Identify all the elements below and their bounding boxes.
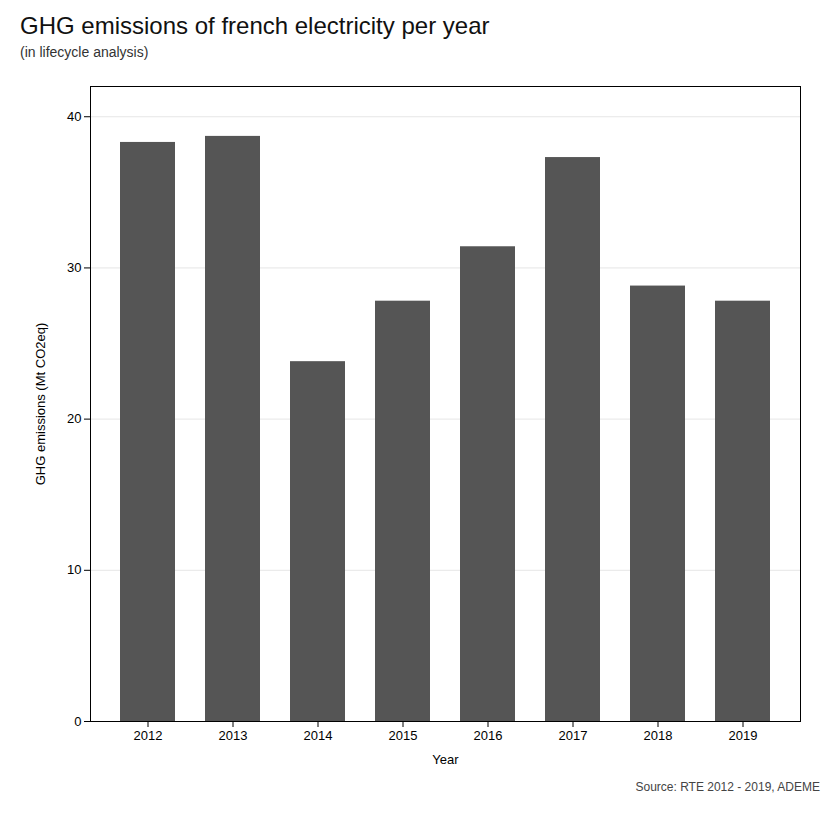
svg-text:40: 40 [67, 109, 81, 124]
svg-text:2016: 2016 [474, 728, 503, 743]
svg-text:10: 10 [67, 562, 81, 577]
html-text:GHG emissions of french electr: GHG emissions of french electricity per … [20, 12, 490, 39]
html-text:(in lifecycle analysis): (in lifecycle analysis) [20, 44, 149, 60]
svg-text:0: 0 [74, 714, 81, 729]
svg-text:2017: 2017 [559, 728, 588, 743]
html-text:Source: RTE 2012 - 2019, ADEME: Source: RTE 2012 - 2019, ADEME [635, 780, 820, 794]
svg-text:30: 30 [67, 260, 81, 275]
svg-text:2018: 2018 [644, 728, 673, 743]
svg-text:2014: 2014 [304, 728, 333, 743]
svg-text:GHG emissions (Mt CO2eq): GHG emissions (Mt CO2eq) [33, 323, 48, 486]
svg-text:2015: 2015 [389, 728, 418, 743]
svg-text:20: 20 [67, 411, 81, 426]
svg-text:2012: 2012 [134, 728, 163, 743]
svg-text:2019: 2019 [729, 728, 758, 743]
svg-text:2013: 2013 [219, 728, 248, 743]
svg-text:Year: Year [432, 752, 459, 767]
